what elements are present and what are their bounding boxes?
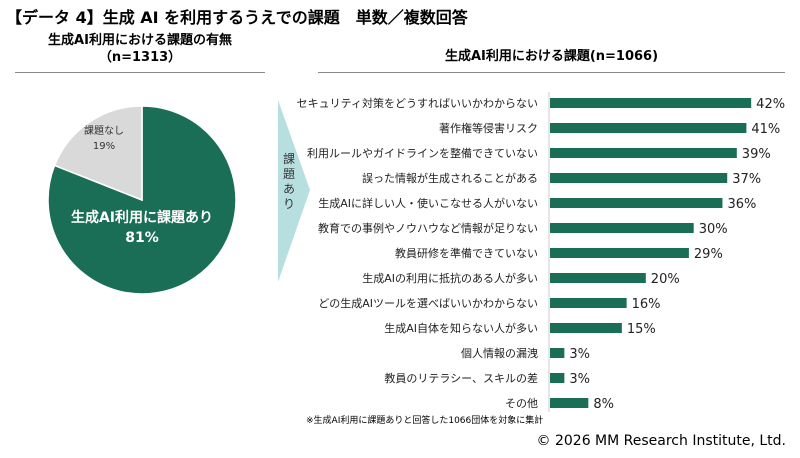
- bar-title-rule: [318, 72, 785, 73]
- arrow-label-char: 題: [283, 167, 295, 181]
- bar-category-label: 生成AI自体を知らない人が多い: [384, 321, 538, 335]
- bar-category-label: 誤った情報が生成されることがある: [362, 171, 538, 185]
- bar-value-label: 20%: [651, 272, 680, 287]
- arrow-label-char: 課: [283, 151, 295, 166]
- bar-value-label: 30%: [699, 222, 728, 237]
- pie-title-rule: [15, 72, 265, 73]
- arrow-label-char: り: [283, 197, 295, 211]
- bar-value-label: 16%: [632, 297, 661, 312]
- bar-value-label: 8%: [593, 397, 614, 412]
- bar: [550, 298, 627, 308]
- pie-slice: [53, 105, 143, 202]
- bar: [550, 98, 752, 108]
- bar-category-label: 教育での事例やノウハウなど情報が足りない: [318, 221, 538, 235]
- pie-label: 生成AI利用に課題あり: [71, 209, 213, 226]
- bar-category-label: セキュリティ対策をどうすればいいかわからない: [297, 96, 538, 110]
- bar: [550, 373, 565, 383]
- bar-value-label: 42%: [756, 97, 785, 112]
- bar: [550, 273, 646, 283]
- bar: [550, 398, 589, 408]
- bar-category-label: 教員のリテラシー、スキルの差: [384, 371, 538, 385]
- bar-category-label: どの生成AIツールを選べばいいかわからない: [318, 296, 538, 310]
- bar: [550, 348, 565, 358]
- page-title: 【データ 4】生成 AI を利用するうえでの課題 単数／複数回答: [6, 8, 468, 27]
- bar-title: 生成AI利用における課題(n=1066): [444, 49, 659, 64]
- pie-title-text: 生成AI利用における課題の有無: [48, 33, 232, 48]
- chevron-arrow: [278, 100, 310, 282]
- bar-value-label: 3%: [569, 347, 590, 362]
- bar-value-label: 39%: [742, 147, 771, 162]
- bar-category-label: 教員研修を準備できていない: [395, 246, 538, 260]
- bar-category-label: 個人情報の漏洩: [461, 346, 538, 360]
- pie-title: 生成AI利用における課題の有無 （n=1313）: [15, 32, 265, 66]
- bar: [550, 123, 747, 133]
- arrow-label-char: あ: [283, 182, 295, 196]
- bar: [550, 198, 723, 208]
- pie-label: 課題なし: [84, 124, 124, 137]
- bar: [550, 173, 728, 183]
- bar-category-label: 生成AIの利用に抵抗のある人が多い: [362, 271, 538, 285]
- bar-value-label: 37%: [732, 172, 761, 187]
- bar: [550, 148, 737, 158]
- bar-category-label: 利用ルールやガイドラインを整備できていない: [307, 146, 538, 160]
- bar-category-label: その他: [505, 397, 538, 410]
- bar-category-label: 生成AIに詳しい人・使いこなせる人がいない: [318, 196, 538, 210]
- bar-value-label: 36%: [727, 197, 756, 212]
- bar-value-label: 3%: [569, 372, 590, 387]
- copyright: © 2026 MM Research Institute, Ltd.: [536, 433, 786, 449]
- bar-category-label: 著作権等侵害リスク: [439, 121, 538, 135]
- footnote: ※生成AI利用に課題ありと回答した1066団体を対象に集計: [306, 416, 544, 426]
- bar: [550, 223, 694, 233]
- pie-value-label: 81%: [125, 230, 159, 246]
- pie-value-label: 19%: [93, 141, 115, 152]
- bar: [550, 323, 622, 333]
- bar-value-label: 29%: [694, 247, 723, 262]
- bar: [550, 248, 689, 258]
- bar-value-label: 15%: [627, 322, 656, 337]
- bar-value-label: 41%: [751, 122, 780, 137]
- pie-subtitle: （n=1313）: [98, 50, 182, 65]
